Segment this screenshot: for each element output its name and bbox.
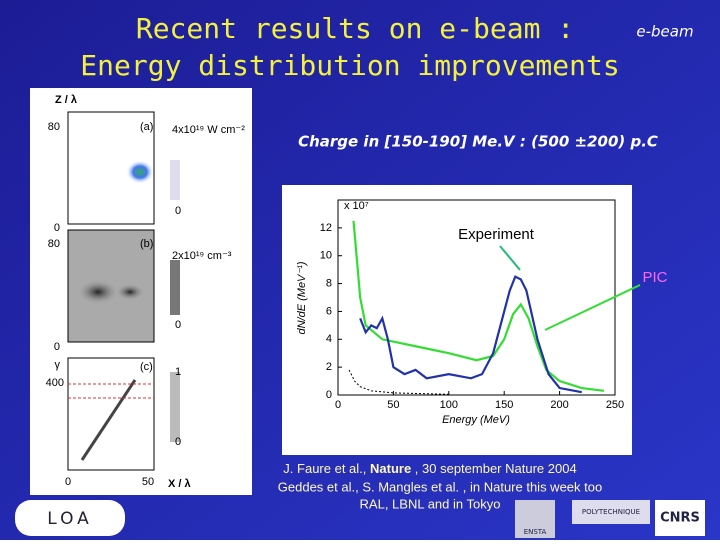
y-label: 0 [54, 341, 60, 353]
logo: LOA [47, 509, 93, 529]
panel-tag: (c) [140, 361, 153, 373]
phase-streak [80, 379, 137, 461]
y-label: 80 [48, 238, 60, 250]
axis-label: Z / λ [55, 94, 77, 106]
bubble [78, 280, 118, 304]
logo-box [15, 500, 125, 536]
y-label: 0 [54, 222, 60, 234]
y-exponent: x 10⁷ [344, 200, 369, 212]
color-bar [170, 372, 180, 442]
arrow [499, 245, 521, 271]
logo-box [515, 500, 555, 538]
x-label: 0 [65, 476, 71, 488]
text: Nature [370, 461, 411, 476]
y-tick-label: 4 [326, 333, 332, 345]
series-line [359, 275, 582, 394]
y-tick-label: 6 [326, 305, 332, 317]
reference: RAL, LBNL and in Tokyo [360, 496, 501, 511]
scale-tick: 0 [175, 436, 181, 448]
y-tick-label: 0 [326, 389, 332, 401]
x-axis-label: Energy (MeV) [442, 414, 510, 426]
title: Energy distribution improvements [80, 49, 619, 82]
arrow [544, 284, 641, 331]
y-axis-label: dN/dE (MeV⁻¹) [296, 261, 308, 334]
x-tick-label: 0 [335, 399, 341, 411]
scale-label: 4x10¹⁹ W cm⁻² [172, 124, 245, 136]
y-label: 400 [46, 377, 64, 389]
color-bar [170, 160, 180, 200]
annotation-box [445, 223, 547, 246]
logo-box [655, 500, 705, 536]
x-tick-label: 250 [606, 399, 624, 411]
scale-tick: 0 [175, 319, 181, 331]
y-tick-label: 2 [326, 361, 332, 373]
scale-tick: 0 [175, 205, 181, 217]
x-tick-label: 50 [387, 399, 399, 411]
scale-label: 2x10¹⁹ cm⁻³ [172, 250, 232, 262]
bubble [116, 284, 144, 300]
spectrum-chart: x 10⁷ Energy (MeV) dN/dE (MeV⁻¹) 0 50 100 1… [296, 199, 624, 426]
annotation: PIC [642, 269, 667, 286]
logo-box [572, 500, 650, 524]
scale-tick: 1 [175, 366, 181, 378]
reference: J. Faure et al., Nature , 30 september N… [283, 461, 576, 476]
y-tick-label: 12 [320, 222, 332, 234]
axis-label: X / λ [168, 478, 191, 490]
x-tick-label: 200 [550, 399, 568, 411]
text: , 30 september Nature 2004 [411, 461, 577, 476]
reference: Geddes et al., S. Mangles et al. , in Na… [278, 479, 602, 494]
axis-label: γ [55, 359, 61, 371]
color-bar [170, 260, 180, 315]
x-label: 50 [142, 476, 154, 488]
logo: CNRS [660, 511, 700, 526]
text: J. Faure et al., [283, 461, 370, 476]
tag: e-beam [636, 23, 693, 41]
logo: ENSTA [524, 528, 547, 536]
simulation-figure: Z / λ 80 0 (a) 4x10¹⁹ W cm⁻² 0 80 0 (b) … [30, 88, 252, 495]
panel-tag: (b) [140, 238, 153, 250]
y-tick-label: 8 [326, 277, 332, 289]
x-tick-label: 150 [495, 399, 513, 411]
logo: POLYTECHNIQUE [582, 508, 640, 516]
title: Recent results on e-beam : [136, 12, 574, 45]
y-tick-label: 10 [320, 250, 332, 262]
series-line [352, 220, 605, 392]
laser-spot [126, 160, 154, 184]
panel-tag: (a) [140, 121, 153, 133]
charge-text: Charge in [150-190] Me.V : (500 ±200) p.… [298, 133, 658, 151]
x-tick-label: 100 [440, 399, 458, 411]
y-label: 80 [48, 121, 60, 133]
annotation: Experiment [458, 226, 535, 243]
